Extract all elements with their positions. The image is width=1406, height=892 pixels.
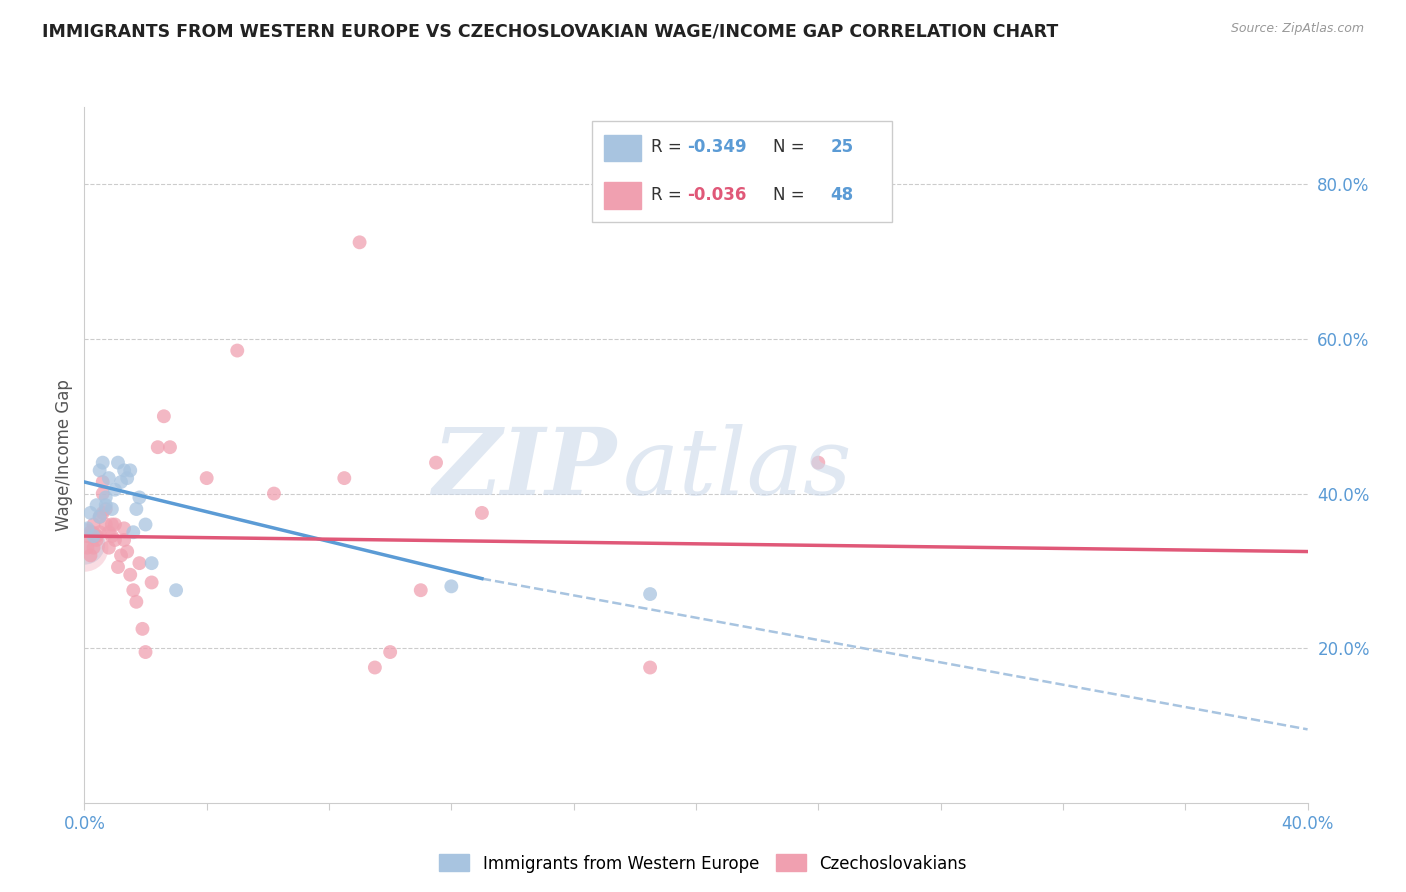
Point (79, 525, 101, 540)
Point (807, 456, 830, 470)
Point (97, 471, 120, 485)
Point (101, 502, 124, 516)
Point (440, 579, 463, 593)
Point (104, 517, 127, 532)
Point (73, 541, 96, 555)
Point (107, 560, 129, 574)
Point (89, 525, 111, 540)
Point (86, 498, 108, 512)
Point (115, 471, 138, 485)
Point (425, 456, 447, 470)
Point (471, 506, 494, 520)
Point (89, 463, 111, 477)
Point (146, 440, 169, 454)
Point (97, 525, 120, 540)
Point (76, 529, 98, 543)
Point (91, 475, 114, 489)
Point (112, 521, 135, 535)
Text: N =: N = (773, 186, 804, 203)
Point (122, 583, 145, 598)
Point (76, 521, 98, 535)
Text: Source: ZipAtlas.com: Source: ZipAtlas.com (1230, 22, 1364, 36)
Point (128, 491, 150, 505)
Point (638, 660, 661, 674)
FancyBboxPatch shape (592, 121, 891, 222)
Point (83, 517, 105, 532)
Text: R =: R = (651, 138, 686, 156)
Point (153, 409, 176, 424)
FancyBboxPatch shape (605, 135, 641, 161)
Point (638, 587, 661, 601)
Point (120, 567, 142, 582)
Point (110, 549, 132, 563)
Point (107, 456, 129, 470)
Point (364, 660, 387, 674)
Point (83, 541, 105, 555)
Point (79, 506, 101, 520)
Point (131, 622, 153, 636)
Point (128, 556, 150, 570)
Point (76, 541, 98, 555)
Point (125, 502, 148, 516)
Point (110, 475, 132, 489)
Point (226, 343, 249, 358)
Point (101, 529, 124, 543)
Text: 25: 25 (831, 138, 853, 156)
Point (112, 533, 135, 547)
Point (141, 575, 163, 590)
Point (94, 517, 117, 532)
Point (122, 525, 145, 540)
Point (263, 486, 285, 500)
Point (91, 456, 114, 470)
Text: atlas: atlas (623, 424, 852, 514)
FancyBboxPatch shape (605, 182, 641, 209)
Point (104, 483, 127, 497)
Point (89, 509, 111, 524)
Point (79, 549, 101, 563)
Point (91, 506, 114, 520)
Point (120, 463, 142, 477)
Point (97, 541, 120, 555)
Text: R =: R = (651, 186, 686, 203)
Point (86, 533, 108, 547)
Point (135, 517, 157, 532)
Point (94, 502, 117, 516)
Legend: Immigrants from Western Europe, Czechoslovakians: Immigrants from Western Europe, Czechosl… (433, 847, 973, 880)
Point (86, 529, 108, 543)
Point (349, 235, 371, 250)
Point (91, 486, 114, 500)
Point (195, 471, 218, 485)
Point (73, 537, 96, 551)
Point (83, 529, 105, 543)
Point (89, 509, 111, 524)
Point (333, 471, 356, 485)
Point (125, 595, 148, 609)
Point (141, 556, 163, 570)
Text: IMMIGRANTS FROM WESTERN EUROPE VS CZECHOSLOVAKIAN WAGE/INCOME GAP CORRELATION CH: IMMIGRANTS FROM WESTERN EUROPE VS CZECHO… (42, 22, 1059, 40)
Point (135, 645, 157, 659)
Y-axis label: Wage/Income Gap: Wage/Income Gap (55, 379, 73, 531)
Point (94, 498, 117, 512)
Text: -0.036: -0.036 (688, 186, 747, 203)
Point (165, 583, 187, 598)
Text: ZIP: ZIP (432, 424, 616, 514)
Point (101, 517, 124, 532)
Point (112, 463, 135, 477)
Point (104, 533, 127, 547)
Point (409, 583, 432, 598)
Point (115, 544, 138, 558)
Point (159, 440, 181, 454)
Point (380, 645, 402, 659)
Text: -0.349: -0.349 (688, 138, 747, 156)
Text: N =: N = (773, 138, 804, 156)
Text: 48: 48 (831, 186, 853, 203)
Point (94, 491, 117, 505)
